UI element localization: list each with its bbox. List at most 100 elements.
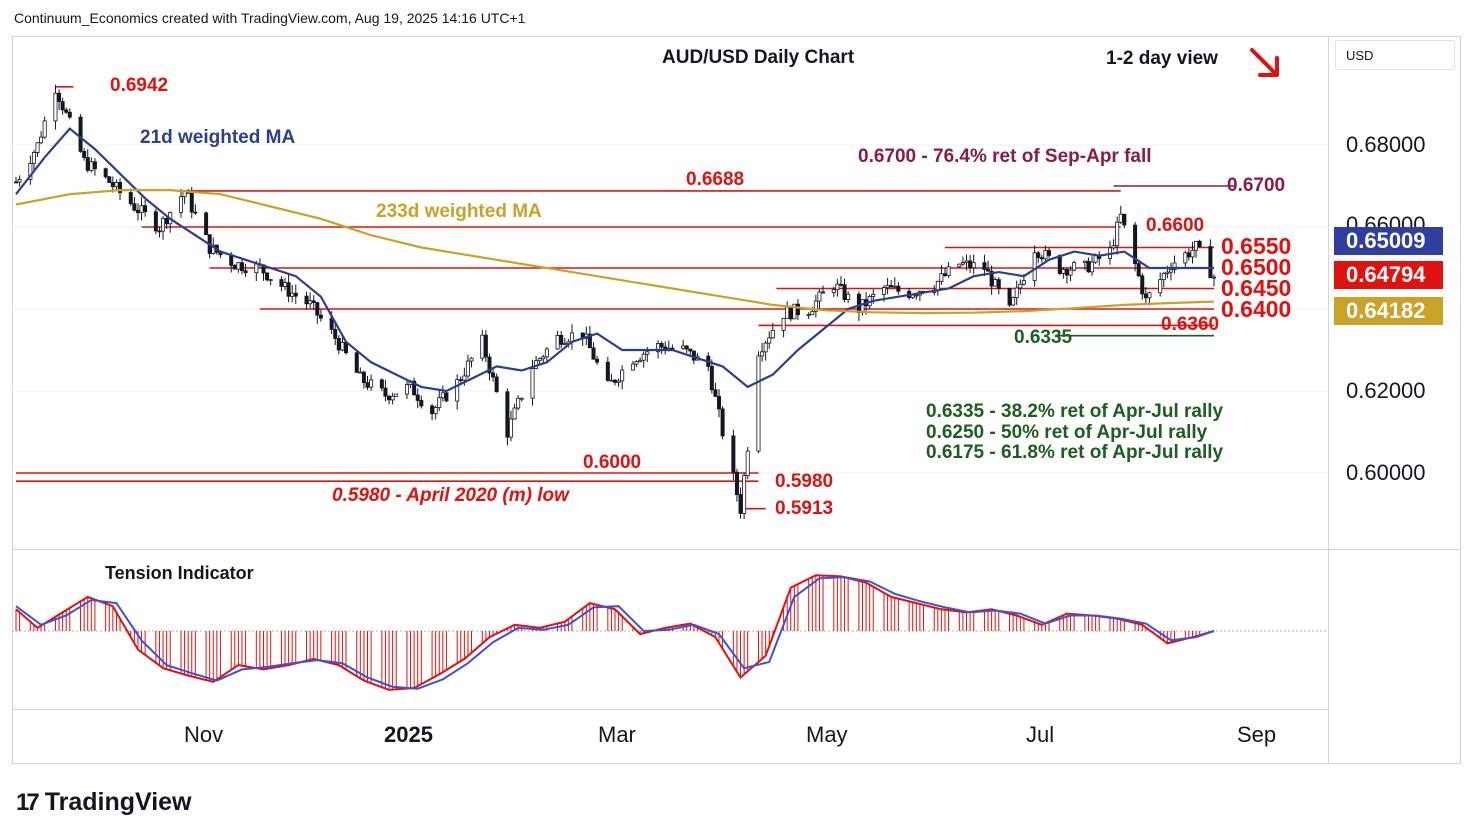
candle-body: [157, 230, 162, 233]
candle-body: [440, 392, 445, 399]
candle-body: [390, 395, 395, 401]
candle-body: [770, 330, 775, 339]
candle-body: [293, 292, 298, 297]
candle-body: [996, 279, 1001, 289]
candle-body: [469, 357, 474, 362]
tradingview-logo-icon: 17: [16, 788, 40, 816]
candle-body: [613, 379, 618, 383]
candle-body: [821, 291, 826, 294]
candle-body: [143, 205, 148, 213]
candle-body: [656, 343, 661, 353]
annotation-fib-764: 0.6700 - 76.4% ret of Sep-Apr fall: [858, 146, 1152, 167]
candle-body: [1194, 240, 1199, 251]
candle-body: [767, 337, 772, 344]
y-tick-label: 0.62000: [1346, 378, 1426, 403]
candle-body: [232, 265, 237, 270]
candle-body: [85, 157, 90, 171]
candle-body: [605, 361, 610, 381]
candle-body: [379, 379, 384, 389]
candle-body: [505, 391, 510, 438]
tradingview-logo-text: TradingView: [44, 788, 192, 816]
candle-body: [634, 361, 639, 365]
candle-body: [1136, 263, 1141, 277]
candle-body: [358, 371, 363, 374]
candle-body: [871, 293, 876, 297]
candle-body: [1014, 287, 1019, 299]
candle-body: [455, 379, 460, 402]
candle-body: [595, 358, 600, 363]
candle-body: [1018, 283, 1023, 289]
level-label-0.5913: 0.5913: [775, 498, 834, 519]
candle-body: [681, 345, 686, 349]
candle-body: [641, 353, 646, 361]
candle-body: [892, 285, 897, 288]
candle-body: [781, 317, 786, 331]
x-tick-label: Jul: [1026, 722, 1055, 747]
candle-body: [760, 351, 765, 357]
candle-body: [39, 136, 44, 144]
candle-body: [1133, 224, 1138, 265]
candle-body: [279, 279, 284, 287]
tradingview-logo[interactable]: 17 TradingView: [16, 788, 192, 817]
candle-body: [387, 395, 392, 401]
candle-body: [1007, 288, 1012, 306]
candle-body: [480, 334, 485, 359]
currency-button[interactable]: USD: [1335, 40, 1455, 70]
candle-body: [763, 342, 768, 353]
candle-body: [889, 285, 894, 288]
candle-body: [290, 292, 295, 297]
candle-body: [189, 192, 194, 213]
candle-body: [239, 262, 244, 272]
candle-body: [630, 363, 635, 371]
candle-body: [1072, 262, 1077, 271]
candle-body: [935, 280, 940, 291]
candle-body: [1197, 240, 1202, 247]
candle-body: [960, 262, 965, 265]
candle-body: [1047, 250, 1052, 256]
candle-body: [713, 389, 718, 397]
candle-body: [193, 211, 198, 214]
candle-body: [383, 387, 388, 397]
candle-body: [308, 300, 313, 305]
candle-body: [1168, 269, 1173, 273]
candle-body: [268, 279, 273, 281]
ma-line-0: [15, 127, 1214, 393]
chart-header: Continuum_Economics created with Trading…: [14, 10, 526, 26]
candle-body: [67, 111, 72, 118]
candle-body: [110, 182, 115, 188]
candle-body: [512, 407, 517, 420]
candle-body: [914, 294, 919, 297]
candle-body: [982, 262, 987, 270]
candle-body: [1082, 260, 1087, 264]
candle-body: [365, 382, 370, 388]
candle-body: [465, 360, 470, 377]
level-label-0.6335: 0.6335: [1014, 327, 1073, 348]
candle-body: [135, 209, 140, 214]
level-label-0.6600: 0.6600: [1146, 215, 1205, 236]
candle-body: [28, 162, 33, 180]
candle-body: [519, 397, 524, 400]
candle-body: [53, 92, 58, 122]
level-label-0.6360: 0.6360: [1161, 314, 1220, 335]
candle-body: [555, 334, 560, 350]
candle-body: [806, 314, 811, 316]
level-label-0.6688: 0.6688: [686, 169, 745, 190]
candle-body: [1208, 246, 1213, 279]
candle-body: [128, 192, 133, 205]
level-label-0.6500: 0.6500: [1221, 254, 1292, 280]
candle-body: [1039, 257, 1044, 260]
series-label-21d: 21d weighted MA: [140, 127, 296, 148]
level-label-0.5980: 0.5980: [775, 471, 834, 492]
candle-body: [817, 291, 822, 302]
x-tick-label: May: [806, 722, 848, 747]
x-tick-label: Nov: [184, 722, 224, 747]
candle-body: [720, 408, 725, 437]
candle-body: [462, 375, 467, 381]
candle-body: [458, 379, 463, 381]
candle-body: [64, 109, 69, 113]
candle-body: [394, 393, 399, 397]
candle-body: [1036, 252, 1041, 258]
candle-body: [856, 293, 861, 313]
candle-body: [153, 211, 158, 232]
candle-body: [304, 295, 309, 305]
